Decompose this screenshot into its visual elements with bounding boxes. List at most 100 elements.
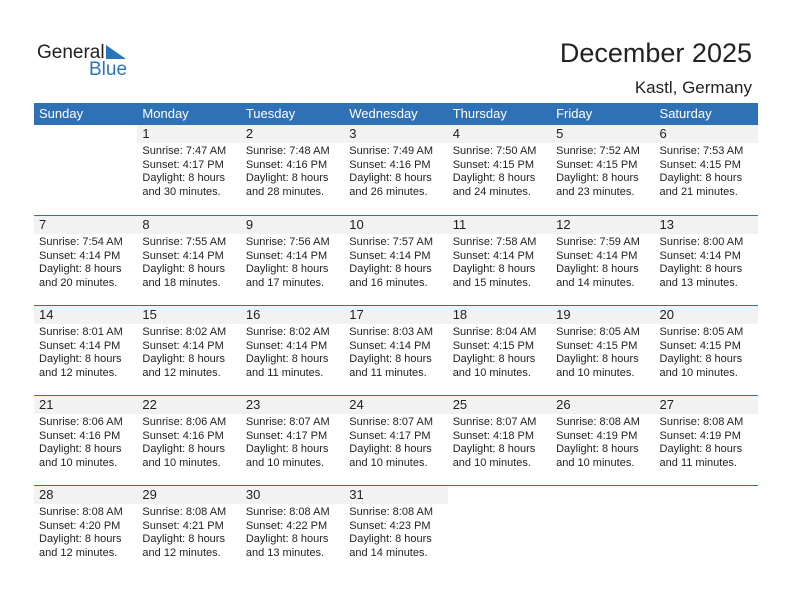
sunrise: Sunrise: 7:58 AM [452,236,537,248]
day-cell: 5 Sunrise: 7:52 AM Sunset: 4:15 PM Dayli… [551,125,655,215]
empty-cell [448,486,551,575]
daylight-minutes: and 16 minutes. [349,276,428,289]
day-number: 5 [551,125,655,143]
sunset: Sunset: 4:14 PM [142,249,224,262]
daylight-minutes: and 23 minutes. [556,185,635,198]
sunrise: Sunrise: 7:49 AM [349,145,434,157]
week-row: 7 Sunrise: 7:54 AM Sunset: 4:14 PM Dayli… [34,215,758,305]
day-cell: 24 Sunrise: 8:07 AM Sunset: 4:17 PM Dayl… [344,396,448,485]
day-number: 16 [240,306,345,324]
daylight: Daylight: 8 hours [349,172,432,184]
sunset: Sunset: 4:14 PM [245,339,328,352]
sunset: Sunset: 4:15 PM [556,339,638,352]
day-number: 23 [240,396,345,414]
daylight: Daylight: 8 hours [142,263,225,275]
day-cell: 8 Sunrise: 7:55 AM Sunset: 4:14 PM Dayli… [137,216,241,305]
day-cell: 12 Sunrise: 7:59 AM Sunset: 4:14 PM Dayl… [551,216,655,305]
sunset: Sunset: 4:14 PM [452,249,535,262]
day-cell: 15 Sunrise: 8:02 AM Sunset: 4:14 PM Dayl… [137,306,241,395]
sunrise: Sunrise: 8:08 AM [556,416,640,428]
day-cell: 20 Sunrise: 8:05 AM Sunset: 4:15 PM Dayl… [654,306,758,395]
day-cell: 29 Sunrise: 8:08 AM Sunset: 4:21 PM Dayl… [137,486,241,575]
sunrise: Sunrise: 8:08 AM [349,506,434,518]
sunrise: Sunrise: 7:52 AM [556,145,640,157]
day-number: 24 [344,396,448,414]
daylight: Daylight: 8 hours [659,353,743,365]
location: Kastl, Germany [634,78,752,97]
sunrise: Sunrise: 8:03 AM [349,326,434,338]
day-number: 4 [447,125,552,143]
day-number: 20 [654,306,758,324]
logo-text-blue: Blue [89,59,128,80]
sunset: Sunset: 4:22 PM [245,519,328,532]
day-cell: 26 Sunrise: 8:08 AM Sunset: 4:19 PM Dayl… [551,396,655,485]
day-cell: 2 Sunrise: 7:48 AM Sunset: 4:16 PM Dayli… [240,125,345,215]
day-cell: 14 Sunrise: 8:01 AM Sunset: 4:14 PM Dayl… [34,306,138,395]
daylight: Daylight: 8 hours [142,353,225,365]
day-number: 26 [551,396,655,414]
day-cell: 16 Sunrise: 8:02 AM Sunset: 4:14 PM Dayl… [240,306,345,395]
daylight-minutes: and 12 minutes. [39,546,118,559]
day-cell: 7 Sunrise: 7:54 AM Sunset: 4:14 PM Dayli… [34,216,138,305]
daylight-minutes: and 30 minutes. [142,185,221,198]
daylight: Daylight: 8 hours [142,533,225,545]
sunrise: Sunrise: 8:07 AM [349,416,434,428]
day-cell: 22 Sunrise: 8:06 AM Sunset: 4:16 PM Dayl… [137,396,241,485]
day-number: 30 [240,486,345,504]
sunrise: Sunrise: 7:59 AM [556,236,640,248]
daylight-minutes: and 14 minutes. [349,546,428,559]
day-cell: 19 Sunrise: 8:05 AM Sunset: 4:15 PM Dayl… [551,306,655,395]
day-number: 6 [654,125,758,143]
daylight: Daylight: 8 hours [659,172,743,184]
daylight: Daylight: 8 hours [659,263,743,275]
day-cell: 18 Sunrise: 8:04 AM Sunset: 4:15 PM Dayl… [447,306,552,395]
day-number: 15 [137,306,241,324]
logo-text-general: General [37,42,105,63]
daylight: Daylight: 8 hours [39,533,122,545]
day-number: 14 [34,306,138,324]
daylight-minutes: and 18 minutes. [142,276,221,289]
weekday-friday: Friday [556,106,593,121]
sunset: Sunset: 4:19 PM [556,429,638,442]
sunset: Sunset: 4:14 PM [556,249,638,262]
sunset: Sunset: 4:20 PM [39,519,121,532]
sunrise: Sunrise: 7:50 AM [452,145,537,157]
weekday-thursday: Thursday [452,106,507,121]
weekday-monday: Monday [142,106,189,121]
sunset: Sunset: 4:14 PM [142,339,224,352]
weekday-saturday: Saturday [659,106,712,121]
sunset: Sunset: 4:14 PM [349,339,431,352]
day-number: 17 [344,306,448,324]
daylight: Daylight: 8 hours [349,263,432,275]
day-cell: 3 Sunrise: 7:49 AM Sunset: 4:16 PM Dayli… [344,125,448,215]
sunrise: Sunrise: 7:57 AM [349,236,434,248]
logo-triangle-icon [106,45,126,59]
sunrise: Sunrise: 7:54 AM [39,236,123,248]
sunrise: Sunrise: 7:47 AM [142,145,227,157]
daylight-minutes: and 10 minutes. [659,366,738,379]
sunset: Sunset: 4:17 PM [142,158,224,171]
daylight: Daylight: 8 hours [245,533,329,545]
day-number: 28 [34,486,138,504]
daylight-minutes: and 24 minutes. [452,185,531,198]
day-number: 7 [34,216,138,234]
daylight-minutes: and 10 minutes. [245,456,325,469]
daylight: Daylight: 8 hours [349,533,432,545]
calendar: Sunday Monday Tuesday Wednesday Thursday Frid… [34,103,758,575]
sunset: Sunset: 4:16 PM [39,429,121,442]
day-cell: 31 Sunrise: 8:08 AM Sunset: 4:23 PM Dayl… [344,486,448,575]
day-cell: 10 Sunrise: 7:57 AM Sunset: 4:14 PM Dayl… [344,216,448,305]
day-number: 21 [34,396,138,414]
sunrise: Sunrise: 8:05 AM [556,326,640,338]
sunrise: Sunrise: 8:07 AM [452,416,537,428]
day-cell: 23 Sunrise: 8:07 AM Sunset: 4:17 PM Dayl… [240,396,345,485]
daylight-minutes: and 12 minutes. [142,366,221,379]
day-number: 27 [654,396,758,414]
sunrise: Sunrise: 8:08 AM [245,506,330,518]
daylight: Daylight: 8 hours [39,443,122,455]
daylight: Daylight: 8 hours [39,263,122,275]
sunset: Sunset: 4:14 PM [39,339,121,352]
sunset: Sunset: 4:15 PM [556,158,638,171]
day-cell: 21 Sunrise: 8:06 AM Sunset: 4:16 PM Dayl… [34,396,138,485]
